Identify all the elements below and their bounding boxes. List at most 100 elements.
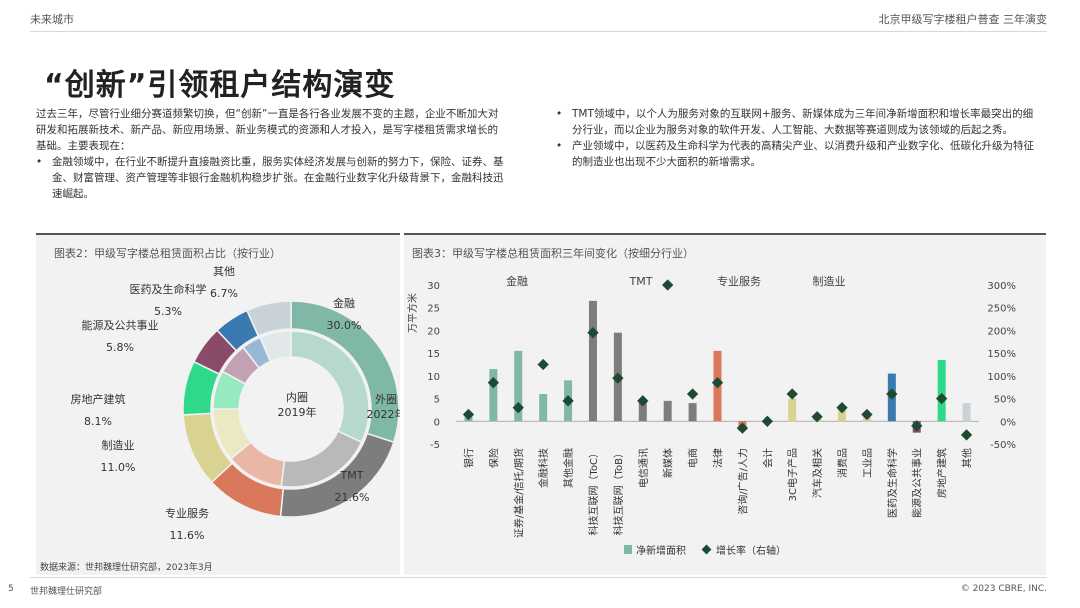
donut-center-year: 2019年 [278,405,317,419]
x-category-label: 会计 [761,448,774,468]
donut-percent-label: 21.6% [335,491,370,504]
x-category-label: 科技互联网（ToB） [612,448,625,535]
bar-net-new-area [937,359,946,422]
y-left-tick-label: 0 [434,417,440,428]
header-section-label: 未来城市 [30,13,74,26]
point-growth-rate [811,411,823,423]
donut-outer-year: 2022年 [367,407,401,421]
point-growth-rate [562,395,574,407]
donut-percent-label: 11.0% [101,461,136,474]
donut-category-label: 制造业 [102,438,135,452]
footer-divider [30,577,1047,578]
footer-org: 世邦魏理仕研究部 [30,587,103,597]
page-number: 5 [8,584,14,594]
point-growth-rate [487,377,500,389]
donut-outer-slice [245,300,292,337]
bullet-text: 产业领域中，以医药及生命科学为代表的高精尖产业、以消费升级和产业数字化、低碳化升… [572,140,1034,168]
point-growth-rate [935,392,948,405]
y-left-tick-label: 10 [427,372,440,383]
text-column-left: 过去三年，尽管行业细分赛道频繁切换，但“创新”一直是各行各业发展不变的主题，企业… [36,106,504,202]
donut-percent-label: 6.7% [210,287,238,300]
point-growth-rate [612,372,624,384]
y-right-tick-label: 250% [987,304,1016,315]
y-axis-left-label: 万平方米 [406,293,419,333]
donut-percent-label: 5.3% [154,305,182,318]
x-category-label: 银行 [462,448,475,468]
point-growth-rate [587,327,599,339]
point-growth-rate [512,402,524,414]
point-growth-rate [462,408,475,421]
chart2-donut: 金融 30.0% TMT 21.6% 专业服务 11.6% 制造业 11.0% 房地产建筑 8.1… [71,265,401,542]
text-column-right: • TMT领域中，以个人为服务对象的互联网+服务、新媒体成为三年间净新增面积和增… [556,106,1036,170]
chart2-panel: 图表2：甲级写字楼总租赁面积占比（按行业） 金融 30.0% TMT 21.6% 专业服… [36,233,400,575]
y-left-tick-label: 30 [427,281,440,292]
bar-net-new-area [962,403,971,422]
point-growth-rate [836,402,848,414]
donut-outer-label: 外圈 [375,393,397,406]
legend-point-label: 增长率（右轴） [716,544,786,557]
bullet-dot: • [556,108,563,120]
x-category-label: 其他 [961,448,974,468]
donut-category-label: TMT [340,469,364,482]
x-category-label: 新媒体 [662,448,675,478]
y-right-tick-label: 50% [994,395,1016,406]
point-growth-rate [711,377,724,389]
bullet-item: • 金融领域中，在行业不断提升直接融资比重，服务实体经济发展与创新的努力下，保险… [36,154,504,202]
point-growth-rate [861,408,873,421]
donut-category-label: 医药及生命科学 [130,282,207,296]
point-growth-rate [637,395,649,407]
x-category-label: 其他金融 [562,448,575,488]
point-growth-rate [686,388,699,400]
x-category-label: 保险 [487,448,500,468]
legend-point-swatch [701,544,712,555]
bullet-item: • TMT领域中，以个人为服务对象的互联网+服务、新媒体成为三年间净新增面积和增… [556,106,1036,138]
legend-bar-label: 净新增面积 [636,544,686,557]
donut-category-label: 专业服务 [165,506,209,520]
x-category-label: 电信通讯 [637,448,650,488]
bar-net-new-area [688,403,697,422]
donut-inner-slice [259,330,292,363]
chart3-title: 图表3：甲级写字楼总租赁面积三年间变化（按细分行业） [412,247,694,260]
data-source-note: 数据来源：世邦魏理仕研究部，2023年3月 [40,563,213,573]
chart2-title: 图表2：甲级写字楼总租赁面积占比（按行业） [54,247,281,260]
bar-net-new-area [489,369,498,422]
bullet-item: • 产业领域中，以医药及生命科学为代表的高精尖产业、以消费升级和产业数字化、低碳… [556,138,1036,170]
y-right-tick-label: 200% [987,326,1016,337]
industry-group-label: TMT [629,275,653,288]
chart3-bar-chart: -5 0 5 10 15 20 25 30 -50% 0% 50% 100% 150% 200% 250% 3… [406,274,1016,557]
x-category-label: 科技互联网（ToC） [587,448,600,536]
page-title: “创新”引领租户结构演变 [44,68,396,103]
x-category-label: 证券/基金/信托/期货 [512,448,525,538]
donut-category-label: 能源及公共事业 [82,318,159,332]
y-right-tick-label: 300% [987,281,1016,292]
point-growth-rate [960,429,973,441]
y-left-tick-label: -5 [430,440,440,451]
bullet-dot: • [556,140,563,152]
footer-copyright: © 2023 CBRE, INC. [960,584,1047,594]
donut-category-label: 其他 [213,265,235,278]
bar-net-new-area [663,400,672,422]
y-left-tick-label: 25 [427,304,440,315]
bar-net-new-area [638,400,647,422]
x-category-label: 汽车及相关 [811,448,824,498]
point-growth-rate [537,358,549,371]
donut-category-label: 金融 [333,296,355,310]
y-right-tick-label: -50% [990,440,1016,451]
y-left-tick-label: 20 [427,326,440,337]
x-category-label: 咨询/广告/人力 [736,448,749,515]
point-growth-rate [736,422,749,434]
donut-percent-label: 8.1% [84,415,112,428]
bar-net-new-area [539,394,548,422]
point-growth-rate [786,388,798,400]
x-category-label: 3C电子产品 [786,448,799,501]
x-category-label: 医药及生命科学 [886,448,899,518]
donut-percent-label: 11.6% [170,529,205,542]
x-category-label: 工业品 [862,448,874,478]
x-category-label: 金融科技 [537,448,550,488]
bar-net-new-area [588,300,597,422]
y-right-tick-label: 100% [987,372,1016,383]
y-left-tick-label: 5 [434,395,440,406]
donut-percent-label: 5.8% [106,341,134,354]
header-report-title: 北京甲级写字楼租户普查 三年演变 [878,13,1048,26]
x-category-label: 消费品 [836,448,849,478]
